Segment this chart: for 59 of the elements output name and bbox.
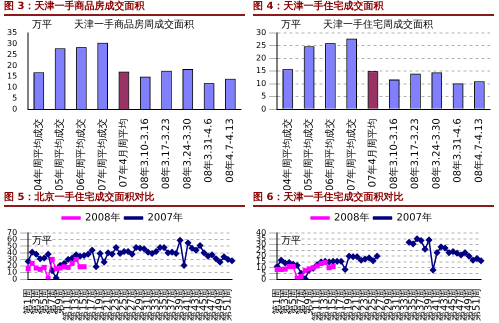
- x-tick-label: 06年周平均成交: [324, 118, 336, 192]
- x-tick-label: 08年3.31-4.6: [452, 118, 464, 183]
- y-tick-label: 0: [12, 274, 18, 284]
- chart-title: 图 5：北京一手住宅成交面积对比: [4, 191, 245, 207]
- x-tick-label: 05年周平均成交: [54, 118, 66, 192]
- y-tick-label: 40: [6, 248, 18, 257]
- x-tick-label: 07年4月周平均: [366, 118, 379, 188]
- y-tick-label: 60: [6, 234, 18, 244]
- y-axis-title: 万平: [32, 236, 52, 247]
- x-tick-label: 第51周: [222, 288, 234, 322]
- y-axis-title: 万平: [281, 20, 302, 31]
- y-axis-title: 万平: [32, 20, 52, 31]
- x-tick-label: 第51周: [470, 288, 483, 322]
- x-tick-label: 07年4月周平均: [118, 118, 130, 188]
- x-tick-label: 08年4.7-4.13: [224, 118, 236, 183]
- x-tick-label: 04年周平均成交: [281, 118, 294, 192]
- x-tick-label: 05年周平均成交: [302, 118, 315, 192]
- y-tick-label: 15: [256, 66, 266, 76]
- y-tick-label: 0: [261, 104, 266, 114]
- y-tick-label: 10: [6, 82, 18, 92]
- x-tick-label: 08年3.24-3.30: [181, 118, 194, 190]
- y-tick-label: 50: [6, 241, 18, 250]
- x-tick-label: 07年周平均成交: [345, 118, 358, 192]
- x-tick-label: 08年4.7-4.13: [472, 118, 485, 183]
- y-tick-label: 10: [256, 78, 266, 88]
- legend-label: 2007年: [148, 212, 183, 224]
- y-tick-label: 30: [256, 28, 266, 38]
- legend-label: 2008年: [334, 212, 370, 224]
- x-tick-label: 08年3.17-3.23: [409, 118, 422, 190]
- legend-label: 2008年: [85, 212, 121, 224]
- legend-label: 2007年: [396, 212, 432, 224]
- y-tick-label: 25: [256, 40, 266, 50]
- text: 天津一手商品房周成交面积: [74, 18, 194, 31]
- x-tick-label: 08年3.10-3.16: [388, 118, 400, 190]
- chart-title: 图 6：天津一手住宅成交面积对比: [253, 191, 494, 207]
- x-tick-label: 08年3.10-3.16: [138, 118, 151, 190]
- x-tick-label: 08年3.31-4.6: [202, 118, 215, 183]
- chart-title: 图 3：天津一手商品房成交面积: [4, 0, 245, 16]
- y-tick-label: 30: [6, 38, 18, 48]
- x-tick-label: 06年周平均成交: [74, 118, 87, 192]
- y-tick-label: 5: [261, 92, 266, 101]
- x-tick-label: 07年周平均成交: [96, 118, 108, 192]
- y-tick-label: 25: [256, 245, 266, 254]
- y-tick-label: 5: [12, 93, 18, 102]
- y-tick-label: 25: [6, 50, 18, 59]
- x-tick-label: 08年3.24-3.30: [430, 118, 442, 190]
- y-tick-label: 35: [6, 28, 18, 38]
- y-tick-label: 20: [6, 60, 18, 70]
- y-axis-title: 万平: [281, 236, 302, 247]
- chart-title: 图 4：天津一手住宅成交面积: [253, 0, 494, 16]
- y-tick-label: 0: [261, 274, 266, 284]
- y-tick-label: 20: [256, 54, 266, 63]
- text: 天津一手住宅周成交面积: [323, 18, 434, 31]
- x-tick-label: 08年3.17-3.23: [160, 118, 172, 190]
- y-tick-label: 35: [256, 234, 266, 243]
- y-tick-label: 0: [12, 104, 18, 114]
- x-tick-label: 04年周平均成交: [32, 118, 44, 192]
- y-tick-label: 15: [6, 72, 18, 81]
- y-tick-label: 10: [6, 268, 18, 277]
